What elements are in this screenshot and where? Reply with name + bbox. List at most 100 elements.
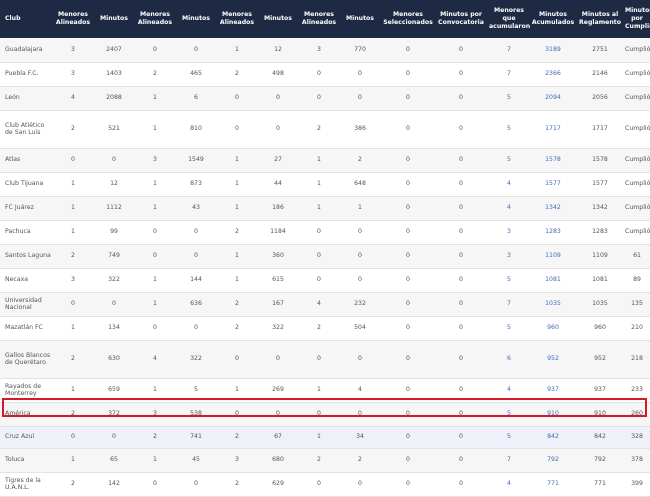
table-cell: 770 <box>338 38 382 63</box>
table-cell: 0 <box>54 426 92 449</box>
table-cell: 873 <box>174 172 218 197</box>
table-cell: 0 <box>434 220 488 245</box>
column-header[interactable]: Minutos al Reglamento <box>576 0 624 38</box>
table-row: Club Tijuana 1 12 1 873 1 44 1 648 0 0 4 1577 1577 Cum… <box>0 172 650 197</box>
column-header[interactable]: Menores Alineados <box>218 0 256 38</box>
table-cell: 0 <box>338 220 382 245</box>
table-cell: 1283 <box>530 220 576 245</box>
table-cell: 1081 <box>576 268 624 293</box>
table-cell: 378 <box>624 448 650 473</box>
table-cell: Cumplió <box>624 172 650 197</box>
table-row: Mazatlán FC 1 134 0 0 2 322 2 504 0 0 5 960 960 210 <box>0 316 650 341</box>
table-row: Guadalajara 3 2407 0 0 1 12 3 770 0 0 7 3189 2751 Cump… <box>0 38 650 63</box>
table-cell: 1342 <box>576 196 624 221</box>
table-cell: 2 <box>54 244 92 269</box>
table-cell: 1109 <box>576 244 624 269</box>
column-header[interactable]: Minutos por Cumplir <box>624 0 650 38</box>
table-cell: 7 <box>488 62 530 87</box>
column-header[interactable]: Minutos <box>256 0 300 38</box>
table-cell: 0 <box>218 340 256 379</box>
table-cell: 1 <box>54 448 92 473</box>
table-cell: 0 <box>434 472 488 497</box>
table-cell: 43 <box>174 196 218 221</box>
club-name: Santos Laguna <box>0 244 54 269</box>
table-cell: 0 <box>338 86 382 111</box>
table-row: Club Atlético de San Luis 2 521 1 810 0 0 2 386 0… <box>0 110 650 149</box>
table-cell: 0 <box>174 220 218 245</box>
table-cell: 0 <box>136 244 174 269</box>
club-name: FC Juárez <box>0 196 54 221</box>
table-cell: 260 <box>624 402 650 427</box>
table-cell: Cumplió <box>624 110 650 149</box>
table-cell: 0 <box>300 472 338 497</box>
table-cell: 1 <box>54 196 92 221</box>
table-cell: 218 <box>624 340 650 379</box>
table-cell: 1283 <box>576 220 624 245</box>
column-header[interactable]: Club <box>0 0 54 38</box>
column-header[interactable]: Minutos <box>338 0 382 38</box>
table-row: Puebla F.C. 3 1403 2 465 2 498 0 0 0 0 7 2366 2146 Cum… <box>0 62 650 87</box>
column-header[interactable]: Menores que acumularon <box>488 0 530 38</box>
column-header[interactable]: Menores Seleccionados <box>382 0 434 38</box>
club-name: Universidad Nacional <box>0 292 54 317</box>
table-cell: 0 <box>434 244 488 269</box>
table-cell: 1 <box>136 268 174 293</box>
table-cell: 1717 <box>530 110 576 149</box>
table-cell: 3 <box>300 38 338 63</box>
table-cell: 0 <box>54 148 92 173</box>
table-cell: 4 <box>136 340 174 379</box>
table-cell: 0 <box>434 86 488 111</box>
table-cell: 61 <box>624 244 650 269</box>
table-cell: 937 <box>530 378 576 403</box>
table-cell: 3 <box>54 38 92 63</box>
table-cell: 44 <box>256 172 300 197</box>
table-cell: 7 <box>488 38 530 63</box>
table-cell: 0 <box>382 292 434 317</box>
table-cell: 0 <box>174 244 218 269</box>
table-cell: 269 <box>256 378 300 403</box>
column-header[interactable]: Minutos por Convocatoria <box>434 0 488 38</box>
table-cell: 0 <box>382 110 434 149</box>
table-cell: 0 <box>136 220 174 245</box>
table-cell: 504 <box>338 316 382 341</box>
table-cell: 0 <box>218 110 256 149</box>
table-cell: 322 <box>256 316 300 341</box>
column-header[interactable]: Menores Alineados <box>136 0 174 38</box>
column-header[interactable]: Menores Alineados <box>300 0 338 38</box>
table-row: Toluca 1 65 1 45 3 680 2 2 0 0 7 792 792 378 <box>0 448 650 473</box>
table-cell: 749 <box>92 244 136 269</box>
club-name: Gallos Blancos de Querétaro <box>0 340 54 379</box>
column-header[interactable]: Minutos <box>92 0 136 38</box>
column-header[interactable]: Menores Alineados <box>54 0 92 38</box>
column-header[interactable]: Minutos Acumulados <box>530 0 576 38</box>
table-cell: 12 <box>92 172 136 197</box>
table-cell: 960 <box>576 316 624 341</box>
table-cell: 3 <box>218 448 256 473</box>
table-cell: 0 <box>256 86 300 111</box>
table-cell: 0 <box>256 110 300 149</box>
table-cell: 5 <box>488 86 530 111</box>
table-cell: 0 <box>434 148 488 173</box>
table-cell: 233 <box>624 378 650 403</box>
table-cell: 0 <box>92 148 136 173</box>
table-cell: 2 <box>218 426 256 449</box>
table-cell: 2 <box>54 402 92 427</box>
table-cell: 2 <box>300 316 338 341</box>
table-cell: 2 <box>136 62 174 87</box>
column-header[interactable]: Minutos <box>174 0 218 38</box>
table-cell: 1 <box>300 426 338 449</box>
table-cell: 372 <box>92 402 136 427</box>
table-cell: 4 <box>488 378 530 403</box>
table-cell: 521 <box>92 110 136 149</box>
table-cell: 2 <box>300 110 338 149</box>
table-cell: 1 <box>136 292 174 317</box>
table-cell: 5 <box>488 402 530 427</box>
table-row: Santos Laguna 2 749 0 0 1 360 0 0 0 0 3 1109 1109 61 <box>0 244 650 269</box>
table-cell: 952 <box>530 340 576 379</box>
table-cell: 0 <box>434 172 488 197</box>
table-cell: 34 <box>338 426 382 449</box>
table-cell: 0 <box>382 86 434 111</box>
table-cell: 0 <box>382 316 434 341</box>
table-cell: 0 <box>382 340 434 379</box>
table-cell: 0 <box>218 86 256 111</box>
